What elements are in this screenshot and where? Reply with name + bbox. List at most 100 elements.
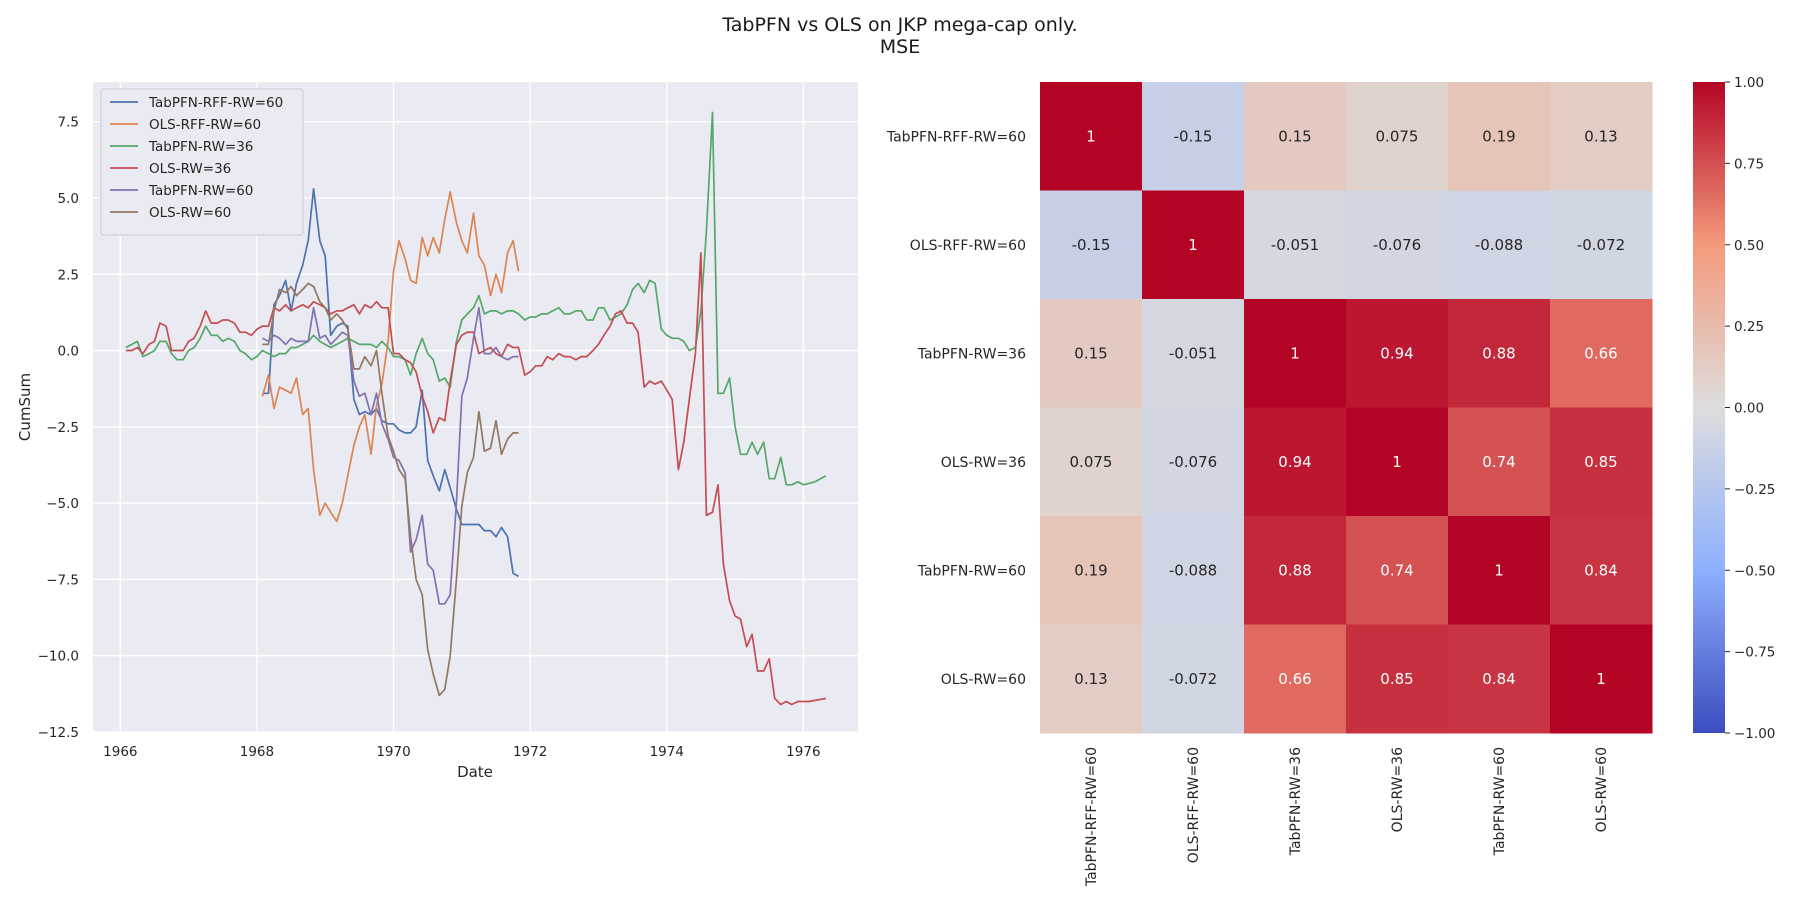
heatmap-column-labels: TabPFN-RFF-RW=60 OLS-RFF-RW=60 TabPFN-RW=3… (1084, 747, 1610, 887)
heatmap-cells: 1 -0.15 0.15 0.075 0.19 0.13 -0.15 1 -0.051 -0.07… (1040, 82, 1653, 734)
heatmap-column-label: OLS-RW=36 (1390, 747, 1406, 832)
heatmap-cell-value: 0.85 (1584, 453, 1617, 471)
heatmap-cell-value: 0.13 (1584, 127, 1617, 145)
heatmap-row-label: OLS-RW=60 (941, 672, 1026, 688)
heatmap-cell-value: 1 (1290, 344, 1300, 362)
heatmap-cell-value: 0.66 (1278, 670, 1311, 688)
heatmap-cell (1142, 624, 1245, 734)
heatmap-cell-value: -0.051 (1169, 344, 1217, 362)
heatmap-column-label: TabPFN-RW=36 (1288, 747, 1304, 856)
heatmap-cell-value: -0.15 (1174, 127, 1213, 145)
x-tick-label: 1972 (513, 744, 547, 760)
series-line-4 (262, 306, 519, 605)
heatmap-cell-value: 0.74 (1482, 453, 1515, 471)
heatmap-cell-value: 0.74 (1380, 561, 1413, 579)
heatmap-cell (1142, 190, 1245, 300)
colorbar-tick-label: 0.75 (1734, 156, 1764, 172)
heatmap-cell (1346, 190, 1449, 300)
legend-label: TabPFN-RFF-RW=60 (148, 95, 283, 111)
heatmap-column-label: OLS-RFF-RW=60 (1186, 747, 1202, 863)
y-tick-label: 7.5 (58, 115, 79, 131)
y-tick-label: 0.0 (58, 344, 79, 360)
heatmap-cell (1040, 190, 1143, 300)
heatmap-row-label: OLS-RFF-RW=60 (910, 238, 1026, 254)
colorbar-tick-label: 0.50 (1734, 238, 1764, 254)
heatmap-cell-value: 0.19 (1074, 561, 1107, 579)
colorbar-tick-label: 1.00 (1734, 75, 1764, 91)
heatmap-cell-value: -0.072 (1169, 670, 1217, 688)
x-axis-label: Date (457, 763, 493, 781)
legend-label: OLS-RFF-RW=60 (149, 117, 261, 133)
heatmap-cell-value: 0.84 (1584, 561, 1617, 579)
heatmap-cell (1346, 82, 1449, 191)
heatmap-cell (1448, 299, 1551, 408)
colorbar-tick-label: 0.00 (1734, 401, 1764, 417)
heatmap-cell (1448, 407, 1551, 517)
heatmap-cell (1244, 516, 1347, 625)
heatmap-column-label: TabPFN-RW=60 (1492, 747, 1508, 856)
heatmap-row-labels: TabPFN-RFF-RW=60 OLS-RFF-RW=60 TabPFN-RW=3… (886, 129, 1026, 688)
heatmap-cell-value: 0.85 (1380, 670, 1413, 688)
y-tick-label: −7.5 (46, 572, 79, 588)
heatmap-cell (1244, 82, 1347, 191)
heatmap-cell-value: 1 (1494, 561, 1504, 579)
heatmap-cell-value: -0.072 (1577, 236, 1625, 254)
heatmap-cell-value: 0.19 (1482, 127, 1515, 145)
heatmap-row-label: TabPFN-RFF-RW=60 (886, 129, 1026, 145)
legend-label: TabPFN-RW=60 (148, 183, 253, 199)
heatmap-cell-value: 1 (1392, 453, 1402, 471)
heatmap-cell-value: 0.88 (1278, 561, 1311, 579)
heatmap-row-label: TabPFN-RW=60 (917, 563, 1026, 579)
line-chart: 1966 1968 1970 1972 1974 1976 7.5 5.0 2.5 0.0 −2.… (16, 82, 858, 781)
heatmap-cell (1142, 407, 1245, 517)
heatmap-cell-value: -0.088 (1169, 561, 1217, 579)
heatmap-cell-value: -0.076 (1169, 453, 1217, 471)
x-tick-label: 1970 (376, 744, 410, 760)
y-tick-label: −12.5 (38, 725, 79, 741)
heatmap-cell (1244, 190, 1347, 300)
heatmap-cell-value: 0.15 (1074, 344, 1107, 362)
heatmap-cell-value: 0.15 (1278, 127, 1311, 145)
heatmap-cell (1142, 516, 1245, 625)
heatmap-cell (1040, 299, 1143, 408)
legend: TabPFN-RFF-RW=60 OLS-RFF-RW=60 TabPFN-RW=3… (100, 88, 304, 236)
heatmap-cell (1244, 299, 1347, 408)
y-tick-label: −2.5 (46, 420, 79, 436)
heatmap-cell-value: -0.15 (1072, 236, 1111, 254)
heatmap-cell (1448, 190, 1551, 300)
x-tick-label: 1976 (786, 744, 820, 760)
heatmap-cell-value: 0.075 (1376, 127, 1419, 145)
heatmap-cell-value: 1 (1086, 127, 1096, 145)
y-tick-label: −5.0 (46, 496, 79, 512)
series-line-1 (261, 191, 520, 523)
series-line-3 (125, 252, 827, 706)
heatmap-cell-value: -0.051 (1271, 236, 1319, 254)
heatmap-cell (1040, 407, 1143, 517)
y-tick-label: −10.0 (38, 649, 79, 665)
heatmap-column-label: TabPFN-RFF-RW=60 (1084, 747, 1100, 887)
heatmap-cell (1040, 624, 1143, 734)
heatmap-cell (1550, 624, 1653, 734)
colorbar-tick-label: 0.25 (1734, 319, 1764, 335)
line-chart-series (125, 111, 827, 706)
colorbar-gradient (1693, 82, 1725, 733)
heatmap-cell (1448, 82, 1551, 191)
heatmap-cell-value: 0.84 (1482, 670, 1515, 688)
heatmap-cell (1244, 624, 1347, 734)
heatmap-cell (1142, 82, 1245, 191)
heatmap-cell (1448, 624, 1551, 734)
colorbar-tick-label: −1.00 (1734, 726, 1775, 742)
legend-label: TabPFN-RW=36 (148, 139, 253, 155)
heatmap-cell (1040, 516, 1143, 625)
heatmap-cell (1448, 516, 1551, 625)
heatmap-cell (1550, 516, 1653, 625)
legend-label: OLS-RW=36 (149, 161, 231, 177)
heatmap-cell-value: 0.075 (1070, 453, 1113, 471)
colorbar-tick-label: −0.50 (1734, 563, 1775, 579)
heatmap-cell-value: 0.94 (1380, 344, 1413, 362)
colorbar-tick-label: −0.75 (1734, 645, 1775, 661)
heatmap-cell (1550, 82, 1653, 191)
heatmap-cell (1550, 190, 1653, 300)
heatmap-row-label: TabPFN-RW=36 (917, 346, 1026, 362)
